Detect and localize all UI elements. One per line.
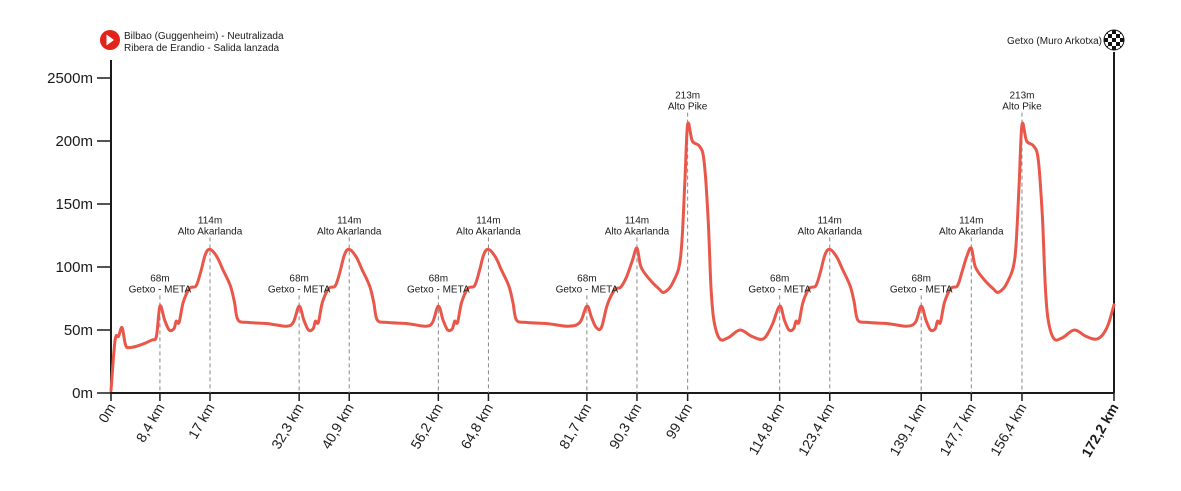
- annotation-altitude: 114m: [625, 215, 649, 226]
- y-tick-label: 2500m: [47, 70, 93, 87]
- x-tick-label: 81,7 km: [556, 401, 595, 452]
- annotation-name: Alto Pike: [1002, 102, 1042, 113]
- annotation-name: Alto Akarlanda: [798, 226, 863, 237]
- annotation-name: Getxo - META: [407, 284, 470, 295]
- annotation-altitude: 68m: [577, 273, 596, 284]
- annotation-name: Alto Akarlanda: [456, 226, 521, 237]
- x-tick-label: 114,8 km: [745, 401, 787, 458]
- annotation-name: Alto Pike: [668, 102, 708, 113]
- annotation-name: Getxo - META: [556, 284, 619, 295]
- start-label-line2: Ribera de Erandio - Salida lanzada: [124, 43, 280, 54]
- y-tick-label: 100m: [55, 259, 93, 276]
- start-marker: Bilbao (Guggenheim) - Neutralizada Riber…: [100, 30, 284, 54]
- x-tick-label: 147,7 km: [936, 401, 979, 459]
- x-tick-label: 40,9 km: [318, 401, 357, 452]
- y-tick-label: 0m: [72, 385, 93, 402]
- annotation-name: Alto Akarlanda: [317, 226, 382, 237]
- annotation-altitude: 213m: [1009, 91, 1034, 102]
- profile-series: [109, 121, 1116, 392]
- x-tick-label: 172,2 km: [1078, 401, 1121, 460]
- annotation-altitude: 213m: [675, 91, 700, 102]
- x-tick-label: 64,8 km: [457, 401, 496, 452]
- x-tick-label: 32,3 km: [268, 401, 307, 452]
- checkered-flag-icon: [1103, 29, 1125, 51]
- x-tick-label: 90,3 km: [606, 401, 645, 452]
- x-tick-label: 8,4 km: [133, 401, 168, 445]
- x-tick-label: 139,1 km: [886, 401, 929, 459]
- annotation-name: Getxo - META: [748, 284, 811, 295]
- annotation-altitude: 68m: [289, 273, 308, 284]
- annotation-name: Getxo - META: [268, 284, 331, 295]
- y-tick-label: 50m: [64, 322, 93, 339]
- annotation-name: Getxo - META: [129, 284, 192, 295]
- x-tick-label: 17 km: [185, 401, 218, 442]
- finish-marker: Getxo (Muro Arkotxa): [1007, 29, 1125, 51]
- start-arrow-icon: [106, 34, 114, 46]
- x-tick-label: 56,2 km: [407, 401, 446, 452]
- annotation-altitude: 68m: [911, 273, 930, 284]
- annotation-altitude: 68m: [429, 273, 448, 284]
- x-tick-label: 156,4 km: [987, 401, 1030, 459]
- annotation-altitude: 68m: [150, 273, 169, 284]
- annotation-altitude: 114m: [476, 215, 500, 226]
- annotation-name: Alto Akarlanda: [605, 226, 670, 237]
- annotation-altitude: 114m: [959, 215, 983, 226]
- start-label-line1: Bilbao (Guggenheim) - Neutralizada: [124, 31, 284, 42]
- finish-label: Getxo (Muro Arkotxa): [1007, 36, 1102, 47]
- chart-axes: 0m 50m 100m 150m 200m 2500m 0m 8,4 km 17 km 32,3 …: [47, 52, 1122, 460]
- x-tick-label: 0m: [95, 401, 119, 426]
- annotation-name: Alto Akarlanda: [178, 226, 243, 237]
- annotation-guides: [159, 112, 1023, 393]
- annotation-altitude: 114m: [198, 215, 222, 226]
- annotation-altitude: 68m: [770, 273, 789, 284]
- annotation-altitude: 114m: [818, 215, 842, 226]
- annotation-name: Alto Akarlanda: [939, 226, 1004, 237]
- x-tick-label: 123,4 km: [795, 401, 838, 459]
- y-tick-label: 200m: [55, 133, 93, 150]
- x-tick-label: 99 km: [662, 401, 695, 442]
- elevation-line: [109, 121, 1116, 392]
- annotation-name: Getxo - META: [890, 284, 953, 295]
- y-tick-label: 150m: [55, 196, 93, 213]
- annotation-altitude: 114m: [337, 215, 361, 226]
